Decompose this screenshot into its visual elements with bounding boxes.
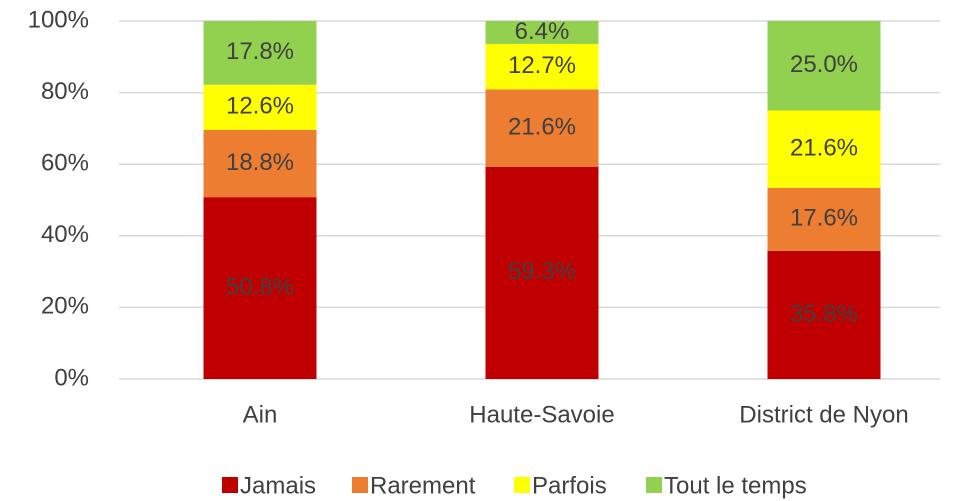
bar-segment [485,166,599,379]
data-label: 6.4% [515,18,570,45]
legend-label: Parfois [532,472,607,499]
legend-swatch [222,477,238,493]
legend-swatch [352,477,368,493]
x-tick-label: District de Nyon [739,401,908,428]
bar-segment [767,250,881,379]
y-tick-label: 40% [41,221,89,248]
legend-label: Rarement [370,472,476,499]
x-tick-label: Haute-Savoie [469,401,614,428]
bar-segment [203,84,317,130]
data-label: 35.8% [790,300,858,327]
bar-segment [767,110,881,188]
data-label: 17.8% [226,38,294,65]
data-label: 50.8% [226,273,294,300]
bar-segment [203,129,317,198]
legend-swatch [646,477,662,493]
bar-segment [485,89,599,167]
data-label: 12.6% [226,93,294,120]
data-label: 17.6% [790,205,858,232]
data-label: 21.6% [790,135,858,162]
y-tick-label: 100% [28,6,89,33]
data-label: 59.3% [508,258,576,285]
bar-segment [203,197,317,379]
y-tick-label: 80% [41,78,89,105]
data-label: 25.0% [790,51,858,78]
x-tick-label: Ain [243,401,278,428]
y-tick-label: 20% [41,293,89,320]
bar-segment [485,43,599,90]
legend-label: Jamais [240,472,316,499]
data-label: 12.7% [508,52,576,79]
bar-segment [485,21,599,44]
data-label: 21.6% [508,113,576,140]
bar-segment [767,21,881,111]
y-tick-label: 60% [41,150,89,177]
legend-label: Tout le temps [664,472,807,499]
y-tick-label: 0% [54,364,89,391]
legend-swatch [514,477,530,493]
bar-segment [203,21,317,85]
bar-segment [767,187,881,251]
data-label: 18.8% [226,149,294,176]
